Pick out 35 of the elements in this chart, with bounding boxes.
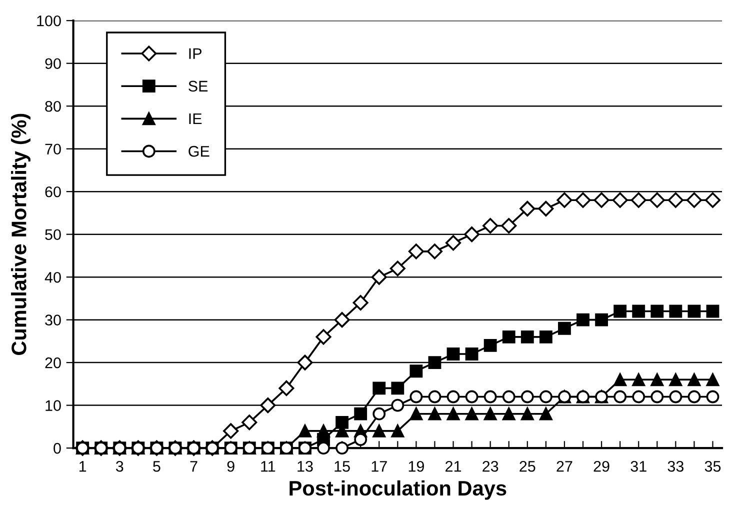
- legend-label: GE: [188, 146, 210, 157]
- x-tick-label: 21: [446, 460, 462, 472]
- x-tick-label: 17: [372, 461, 387, 472]
- x-tick-label: 11: [261, 461, 276, 472]
- y-tick-label: 30: [45, 314, 61, 326]
- y-tick-label: 80: [45, 100, 61, 112]
- x-tick-label: 5: [153, 461, 160, 472]
- x-tick-label: 7: [190, 461, 198, 472]
- x-tick-label: 23: [482, 460, 498, 472]
- x-tick-label: 19: [408, 460, 424, 472]
- x-tick-label: 29: [594, 460, 610, 472]
- legend-label: SE: [188, 80, 208, 92]
- legend-label: IE: [189, 114, 202, 124]
- x-tick-label: 1: [79, 461, 86, 472]
- y-tick-label: 10: [46, 400, 61, 411]
- y-tick-label: 60: [45, 186, 61, 198]
- y-tick-label: 0: [54, 442, 61, 454]
- x-tick-label: 27: [556, 460, 572, 472]
- y-tick-label: 100: [37, 15, 61, 26]
- x-tick-label: 31: [630, 460, 646, 472]
- y-tick-label: 20: [45, 357, 61, 368]
- y-tick-label: 40: [44, 272, 61, 283]
- y-tick-label: 50: [45, 229, 61, 240]
- x-tick-label: 9: [227, 460, 234, 472]
- x-tick-label: 3: [116, 460, 124, 472]
- x-tick-label: 35: [704, 460, 721, 472]
- x-axis-title: Post-inoculation Days: [290, 480, 506, 500]
- legend-label: IP: [189, 48, 202, 59]
- y-tick-label: 90: [45, 58, 61, 70]
- y-axis-title: Cumulative Mortality (%): [11, 114, 30, 356]
- x-tick-label: 25: [520, 460, 536, 472]
- x-tick-label: 13: [298, 460, 313, 472]
- x-tick-label: 15: [334, 461, 350, 472]
- y-tick-label: 70: [45, 144, 61, 155]
- x-tick-label: 33: [668, 460, 684, 472]
